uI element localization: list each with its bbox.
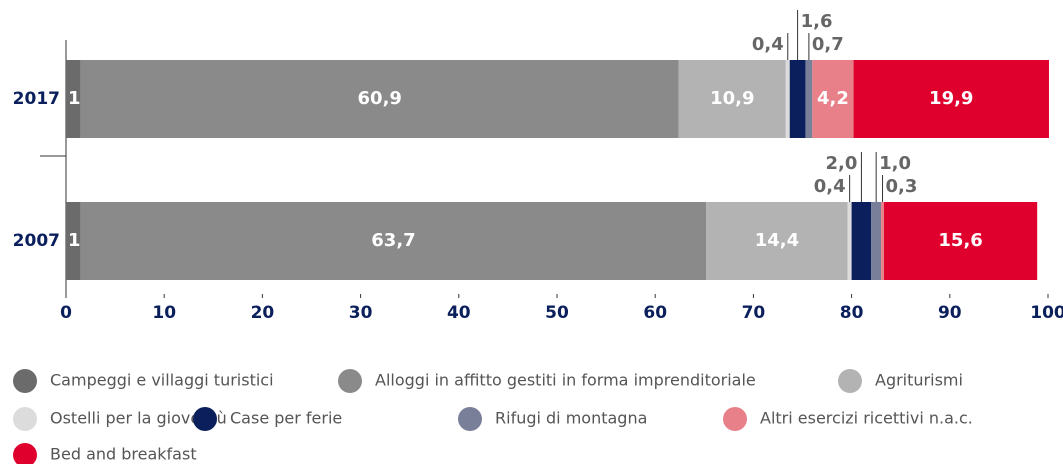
x-tick-label: 0 <box>60 303 72 323</box>
value-label: 2,0 <box>826 153 858 174</box>
x-tick-label: 10 <box>152 303 176 323</box>
bar-segment <box>881 202 885 280</box>
value-label: 0,3 <box>886 176 918 197</box>
value-label: 60,9 <box>358 88 402 109</box>
value-label: 19,9 <box>929 88 973 109</box>
bar-segment <box>785 60 790 138</box>
bar-segment <box>884 202 1038 280</box>
legend-swatch <box>13 369 37 393</box>
bar-segment <box>80 60 679 138</box>
legend-label: Bed and breakfast <box>50 445 197 464</box>
x-tick-label: 50 <box>545 303 569 323</box>
legend-label: Case per ferie <box>230 409 342 428</box>
bar-segment <box>853 60 1049 138</box>
bar-segment <box>812 60 854 138</box>
legend-swatch <box>13 443 37 464</box>
x-tick-label: 90 <box>938 303 962 323</box>
category-label: 2017 <box>13 89 60 109</box>
bar-segment <box>66 60 81 138</box>
value-label: 1,0 <box>879 153 911 174</box>
bar-segment <box>805 60 813 138</box>
value-label: 15,6 <box>938 230 982 251</box>
value-label: 4,2 <box>817 88 849 109</box>
bar-segment <box>706 202 848 280</box>
value-label: 0,4 <box>814 176 846 197</box>
legend-swatch <box>838 369 862 393</box>
legend-label: Agriturismi <box>875 371 963 390</box>
x-tick-label: 40 <box>447 303 471 323</box>
value-label: 14,4 <box>755 230 799 251</box>
legend-label: Ostelli per la gioventù <box>50 409 227 428</box>
bar-segment <box>789 60 806 138</box>
legend-swatch <box>723 407 747 431</box>
bar-segment <box>847 202 852 280</box>
x-tick-label: 30 <box>349 303 373 323</box>
bar-segment <box>80 202 707 280</box>
x-tick-label: 20 <box>251 303 275 323</box>
legend-label: Altri esercizi ricettivi n.a.c. <box>760 409 973 428</box>
bar-segment <box>678 60 786 138</box>
category-label: 2007 <box>13 231 60 251</box>
bar-segment <box>871 202 882 280</box>
legend-swatch <box>458 407 482 431</box>
bar-segment <box>66 202 81 280</box>
value-label: 1,6 <box>801 11 833 32</box>
value-label: 10,9 <box>710 88 754 109</box>
value-label: 0,4 <box>752 34 784 55</box>
x-tick-label: 80 <box>840 303 864 323</box>
value-label: 63,7 <box>371 230 415 251</box>
legend-swatch <box>13 407 37 431</box>
value-label: 0,7 <box>812 34 844 55</box>
bar-segment <box>851 202 872 280</box>
legend-swatch <box>193 407 217 431</box>
legend-label: Alloggi in affitto gestiti in forma impr… <box>375 371 756 390</box>
x-tick-label: 70 <box>742 303 766 323</box>
legend-swatch <box>338 369 362 393</box>
legend-label: Campeggi e villaggi turistici <box>50 371 274 390</box>
x-tick-label: 60 <box>643 303 667 323</box>
legend-label: Rifugi di montagna <box>495 409 647 428</box>
x-tick-label: 100 <box>1030 303 1063 323</box>
